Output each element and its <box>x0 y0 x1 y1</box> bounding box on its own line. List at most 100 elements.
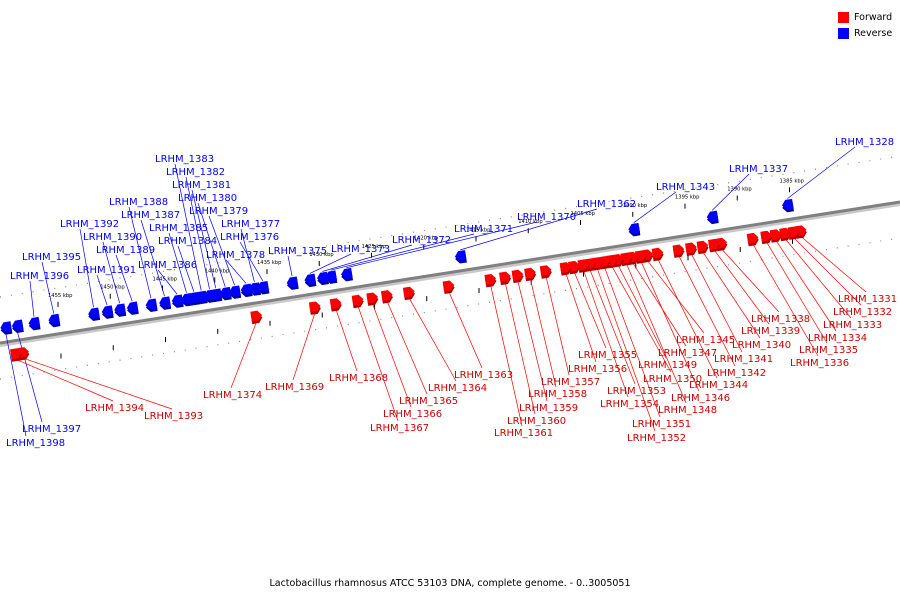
gene-reverse[interactable] <box>145 298 158 313</box>
gene-reverse[interactable] <box>286 276 299 290</box>
gene-label-forward[interactable]: LRHM_1354 <box>600 399 659 410</box>
gene-reverse[interactable] <box>340 267 354 282</box>
gene-label-forward[interactable]: LRHM_1368 <box>329 373 388 384</box>
gene-label-reverse[interactable]: LRHM_1385 <box>149 223 208 234</box>
gene-reverse[interactable] <box>171 294 184 308</box>
gene-label-reverse[interactable]: LRHM_1337 <box>729 164 788 175</box>
gene-reverse[interactable] <box>180 292 194 307</box>
gene-label-reverse[interactable]: LRHM_1383 <box>155 154 214 165</box>
gene-reverse[interactable] <box>219 286 232 301</box>
gene-forward[interactable] <box>779 227 792 242</box>
gene-forward[interactable] <box>685 242 698 256</box>
gene-label-forward[interactable]: LRHM_1364 <box>428 383 487 394</box>
gene-label-reverse[interactable]: LRHM_1391 <box>77 265 136 276</box>
gene-label-reverse[interactable]: LRHM_1372 <box>392 235 451 246</box>
gene-label-forward[interactable]: LRHM_1352 <box>627 433 686 444</box>
gene-forward[interactable] <box>524 267 537 282</box>
gene-label-forward[interactable]: LRHM_1347 <box>658 348 717 359</box>
gene-reverse[interactable] <box>113 303 127 317</box>
gene-reverse[interactable] <box>126 301 139 315</box>
gene-label-forward[interactable]: LRHM_1346 <box>671 393 730 404</box>
gene-label-forward[interactable]: LRHM_1336 <box>790 358 849 369</box>
gene-reverse[interactable] <box>101 305 114 319</box>
gene-label-forward[interactable]: LRHM_1339 <box>741 326 800 337</box>
gene-label-forward[interactable]: LRHM_1394 <box>85 403 144 414</box>
gene-reverse[interactable] <box>248 282 262 296</box>
gene-label-reverse[interactable]: LRHM_1388 <box>109 197 168 208</box>
gene-label-forward[interactable]: LRHM_1334 <box>808 333 867 344</box>
gene-label-reverse[interactable]: LRHM_1396 <box>10 271 69 282</box>
gene-label-forward[interactable]: LRHM_1355 <box>578 350 637 361</box>
gene-forward[interactable] <box>329 298 343 312</box>
gene-label-forward[interactable]: LRHM_1344 <box>689 380 748 391</box>
gene-label-forward[interactable]: LRHM_1358 <box>528 389 587 400</box>
gene-forward[interactable] <box>366 292 379 306</box>
gene-label-forward[interactable]: LRHM_1331 <box>838 294 897 305</box>
gene-label-forward[interactable]: LRHM_1366 <box>383 409 442 420</box>
gene-forward[interactable] <box>402 286 416 301</box>
gene-label-forward[interactable]: LRHM_1350 <box>643 374 702 385</box>
gene-reverse[interactable] <box>228 285 242 299</box>
gene-label-reverse[interactable]: LRHM_1379 <box>189 206 248 217</box>
gene-label-forward[interactable]: LRHM_1333 <box>823 320 882 331</box>
gene-label-reverse[interactable]: LRHM_1371 <box>454 224 513 235</box>
gene-label-forward[interactable]: LRHM_1348 <box>658 405 717 416</box>
gene-reverse[interactable] <box>257 281 270 295</box>
gene-label-reverse[interactable]: LRHM_1376 <box>220 232 279 243</box>
gene-label-forward[interactable]: LRHM_1341 <box>714 354 773 365</box>
gene-label-reverse[interactable]: LRHM_1375 <box>268 246 327 257</box>
gene-label-forward[interactable]: LRHM_1393 <box>144 411 203 422</box>
gene-label-reverse[interactable]: LRHM_1392 <box>60 219 119 230</box>
gene-forward[interactable] <box>442 280 456 294</box>
gene-reverse[interactable] <box>158 296 172 310</box>
gene-label-forward[interactable]: LRHM_1357 <box>541 377 600 388</box>
gene-forward[interactable] <box>696 240 710 255</box>
gene-forward[interactable] <box>351 294 365 309</box>
gene-reverse[interactable] <box>28 316 41 331</box>
gene-forward[interactable] <box>9 348 23 362</box>
gene-reverse[interactable] <box>304 273 317 288</box>
gene-reverse[interactable] <box>454 250 467 264</box>
gene-label-forward[interactable]: LRHM_1332 <box>833 307 892 318</box>
gene-label-reverse[interactable]: LRHM_1328 <box>835 137 894 148</box>
gene-reverse[interactable] <box>87 307 101 322</box>
gene-forward[interactable] <box>760 230 773 245</box>
gene-forward[interactable] <box>769 229 783 243</box>
gene-label-reverse[interactable]: LRHM_1386 <box>138 260 197 271</box>
gene-label-reverse[interactable]: LRHM_1380 <box>178 193 237 204</box>
gene-reverse[interactable] <box>781 198 795 213</box>
gene-label-reverse[interactable]: LRHM_1343 <box>656 182 715 193</box>
gene-label-forward[interactable]: LRHM_1338 <box>751 314 810 325</box>
gene-forward[interactable] <box>380 290 394 304</box>
gene-forward[interactable] <box>672 244 686 258</box>
gene-label-reverse[interactable]: LRHM_1384 <box>158 236 217 247</box>
gene-forward[interactable] <box>511 269 525 284</box>
gene-label-forward[interactable]: LRHM_1360 <box>507 416 566 427</box>
gene-label-forward[interactable]: LRHM_1365 <box>399 396 458 407</box>
gene-label-forward[interactable]: LRHM_1361 <box>494 428 553 439</box>
gene-label-forward[interactable]: LRHM_1353 <box>607 386 666 397</box>
gene-label-reverse[interactable]: LRHM_1389 <box>96 245 155 256</box>
gene-reverse[interactable] <box>48 313 61 328</box>
gene-forward[interactable] <box>250 310 263 325</box>
gene-reverse[interactable] <box>240 283 253 298</box>
gene-forward[interactable] <box>484 273 497 288</box>
gene-forward[interactable] <box>559 262 573 276</box>
gene-label-reverse[interactable]: LRHM_1398 <box>6 438 65 449</box>
gene-label-reverse[interactable]: LRHM_1387 <box>121 210 180 221</box>
gene-label-reverse[interactable]: LRHM_1377 <box>221 219 280 230</box>
gene-label-reverse[interactable]: LRHM_1362 <box>577 199 636 210</box>
gene-label-reverse[interactable]: LRHM_1397 <box>22 424 81 435</box>
gene-label-forward[interactable]: LRHM_1367 <box>370 423 429 434</box>
gene-label-forward[interactable]: LRHM_1342 <box>707 368 766 379</box>
gene-forward[interactable] <box>499 271 512 286</box>
gene-label-forward[interactable]: LRHM_1351 <box>632 419 691 430</box>
gene-label-reverse[interactable]: LRHM_1381 <box>172 180 231 191</box>
gene-reverse[interactable] <box>706 210 719 225</box>
gene-label-forward[interactable]: LRHM_1374 <box>203 390 262 401</box>
gene-reverse[interactable] <box>203 289 217 303</box>
gene-forward[interactable] <box>746 232 760 247</box>
gene-label-reverse[interactable]: LRHM_1395 <box>22 252 81 263</box>
gene-forward[interactable] <box>577 259 590 273</box>
gene-label-forward[interactable]: LRHM_1363 <box>454 370 513 381</box>
